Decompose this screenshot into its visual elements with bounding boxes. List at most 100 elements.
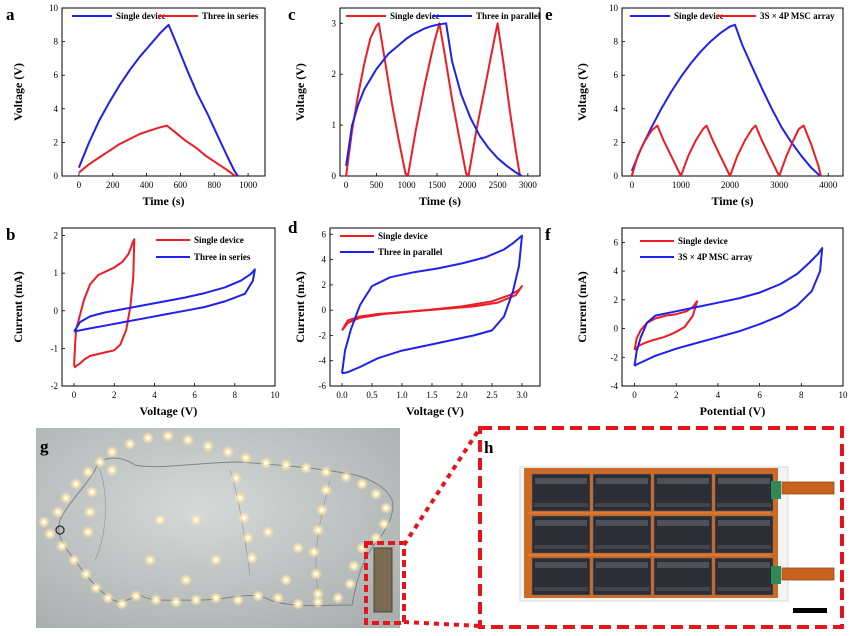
led-bulb [64, 496, 68, 500]
y-tick-label: 2 [54, 137, 59, 147]
panel-label-g: g [40, 437, 49, 456]
led-bulb [42, 520, 46, 524]
y-tick-label: 0 [54, 171, 59, 181]
led-bulb [244, 456, 248, 460]
y-tick-label: 8 [54, 37, 59, 47]
led-bulb [86, 530, 90, 534]
led-bulb [186, 438, 190, 442]
y-tick-label: 1 [54, 268, 59, 278]
msc-cell-sheen [656, 587, 710, 591]
tab-top [781, 481, 835, 495]
led-bulb [284, 578, 288, 582]
x-tick-label: 4 [716, 390, 721, 400]
plot-frame [61, 7, 266, 177]
panel-label-a: a [6, 5, 15, 24]
y-tick-label: 6 [614, 70, 619, 80]
legend-label-1: Single device [116, 11, 166, 21]
msc-cell-sheen [717, 587, 771, 591]
y-tick-label: 1 [332, 120, 337, 130]
x-tick-label: 800 [208, 180, 222, 190]
led-bulb [238, 496, 242, 500]
y-tick-label: -4 [319, 356, 327, 366]
x-tick-label: 0 [630, 180, 635, 190]
x-axis-label: Time (s) [142, 194, 184, 208]
legend-label-2: Three in series [194, 252, 251, 262]
legend-label-1: Single device [378, 231, 428, 241]
y-axis-label: Voltage (V) [293, 63, 307, 121]
legend-label-2: Three in parallel [476, 11, 541, 21]
y-tick-label: 2 [614, 137, 619, 147]
msc-cell-sheen [595, 587, 649, 591]
zoom-connector-bottom [403, 620, 481, 628]
x-tick-label: 8 [233, 390, 238, 400]
led-bulb [206, 444, 210, 448]
legend-label-2: Three in series [202, 11, 259, 21]
x-axis-label: Potential (V) [700, 404, 766, 418]
y-tick-label: 0 [614, 324, 619, 334]
msc-cell-sheen [535, 562, 587, 568]
legend-label-1: Single device [674, 11, 724, 21]
panel-label-b: b [6, 225, 15, 244]
led-bulb [360, 546, 364, 550]
series-line-2 [341, 234, 523, 375]
y-tick-label: -2 [611, 352, 619, 362]
y-tick-label: 4 [322, 255, 327, 265]
led-bulb [316, 600, 320, 604]
led-bulb [214, 558, 218, 562]
led-bulb [246, 536, 250, 540]
msc-cell-sheen [596, 562, 648, 568]
photo-msc-array [519, 466, 835, 613]
msc-cell-sheen [534, 545, 588, 549]
x-axis-label: Time (s) [419, 194, 461, 208]
series-line-2 [345, 22, 523, 176]
y-tick-label: -2 [51, 381, 59, 391]
panel-label-h: h [484, 438, 494, 457]
series-line-2 [633, 247, 824, 367]
msc-cell-sheen [717, 545, 771, 549]
y-tick-label: -2 [319, 330, 327, 340]
led-bulb [94, 586, 98, 590]
y-tick-label: 2 [614, 295, 619, 305]
led-bulb [234, 476, 238, 480]
led-bulb [98, 460, 102, 464]
x-tick-label: 3000 [770, 180, 789, 190]
y-tick-label: 4 [54, 104, 59, 114]
x-tick-label: 10 [839, 390, 849, 400]
legend-label-2: 3S × 4P MSC array [760, 11, 835, 21]
x-axis-label: Voltage (V) [406, 404, 464, 418]
series-line-1 [73, 238, 136, 369]
series-line-1 [345, 22, 521, 176]
x-tick-label: 8 [799, 390, 804, 400]
led-bulb [154, 598, 158, 602]
legend-label-1: Single device [390, 11, 440, 21]
y-tick-label: 2 [322, 280, 327, 290]
contact-bottom [771, 566, 781, 584]
y-tick-label: -1 [51, 343, 59, 353]
x-tick-label: 0 [72, 390, 77, 400]
x-tick-label: 2 [674, 390, 679, 400]
x-tick-label: 600 [174, 180, 188, 190]
msc-cell-sheen [718, 520, 770, 526]
x-tick-label: 500 [370, 180, 384, 190]
x-tick-label: 0.5 [366, 390, 378, 400]
led-bulb [316, 592, 320, 596]
chart-a: 0 200 400 600 800 1000 0 2 4 6 8 10 Time (s) Voltage … [11, 3, 266, 208]
x-tick-label: 1000 [398, 180, 417, 190]
led-bulb [84, 572, 88, 576]
plot-frame [621, 227, 844, 387]
led-bulb [320, 508, 324, 512]
led-bulb [236, 598, 240, 602]
msc-cell-sheen [534, 503, 588, 507]
x-tick-label: 3000 [519, 180, 538, 190]
panel-label-f: f [545, 225, 551, 244]
x-tick-label: 2.0 [456, 390, 468, 400]
series-line-2 [630, 124, 822, 176]
y-axis-label: Current (mA) [11, 271, 25, 342]
legend-label-1: Single device [194, 235, 244, 245]
photo-led-pig [36, 428, 400, 628]
x-tick-label: 0.0 [336, 390, 348, 400]
x-tick-label: 4 [152, 390, 157, 400]
msc-cell-sheen [657, 478, 709, 484]
led-bulb [284, 463, 288, 467]
